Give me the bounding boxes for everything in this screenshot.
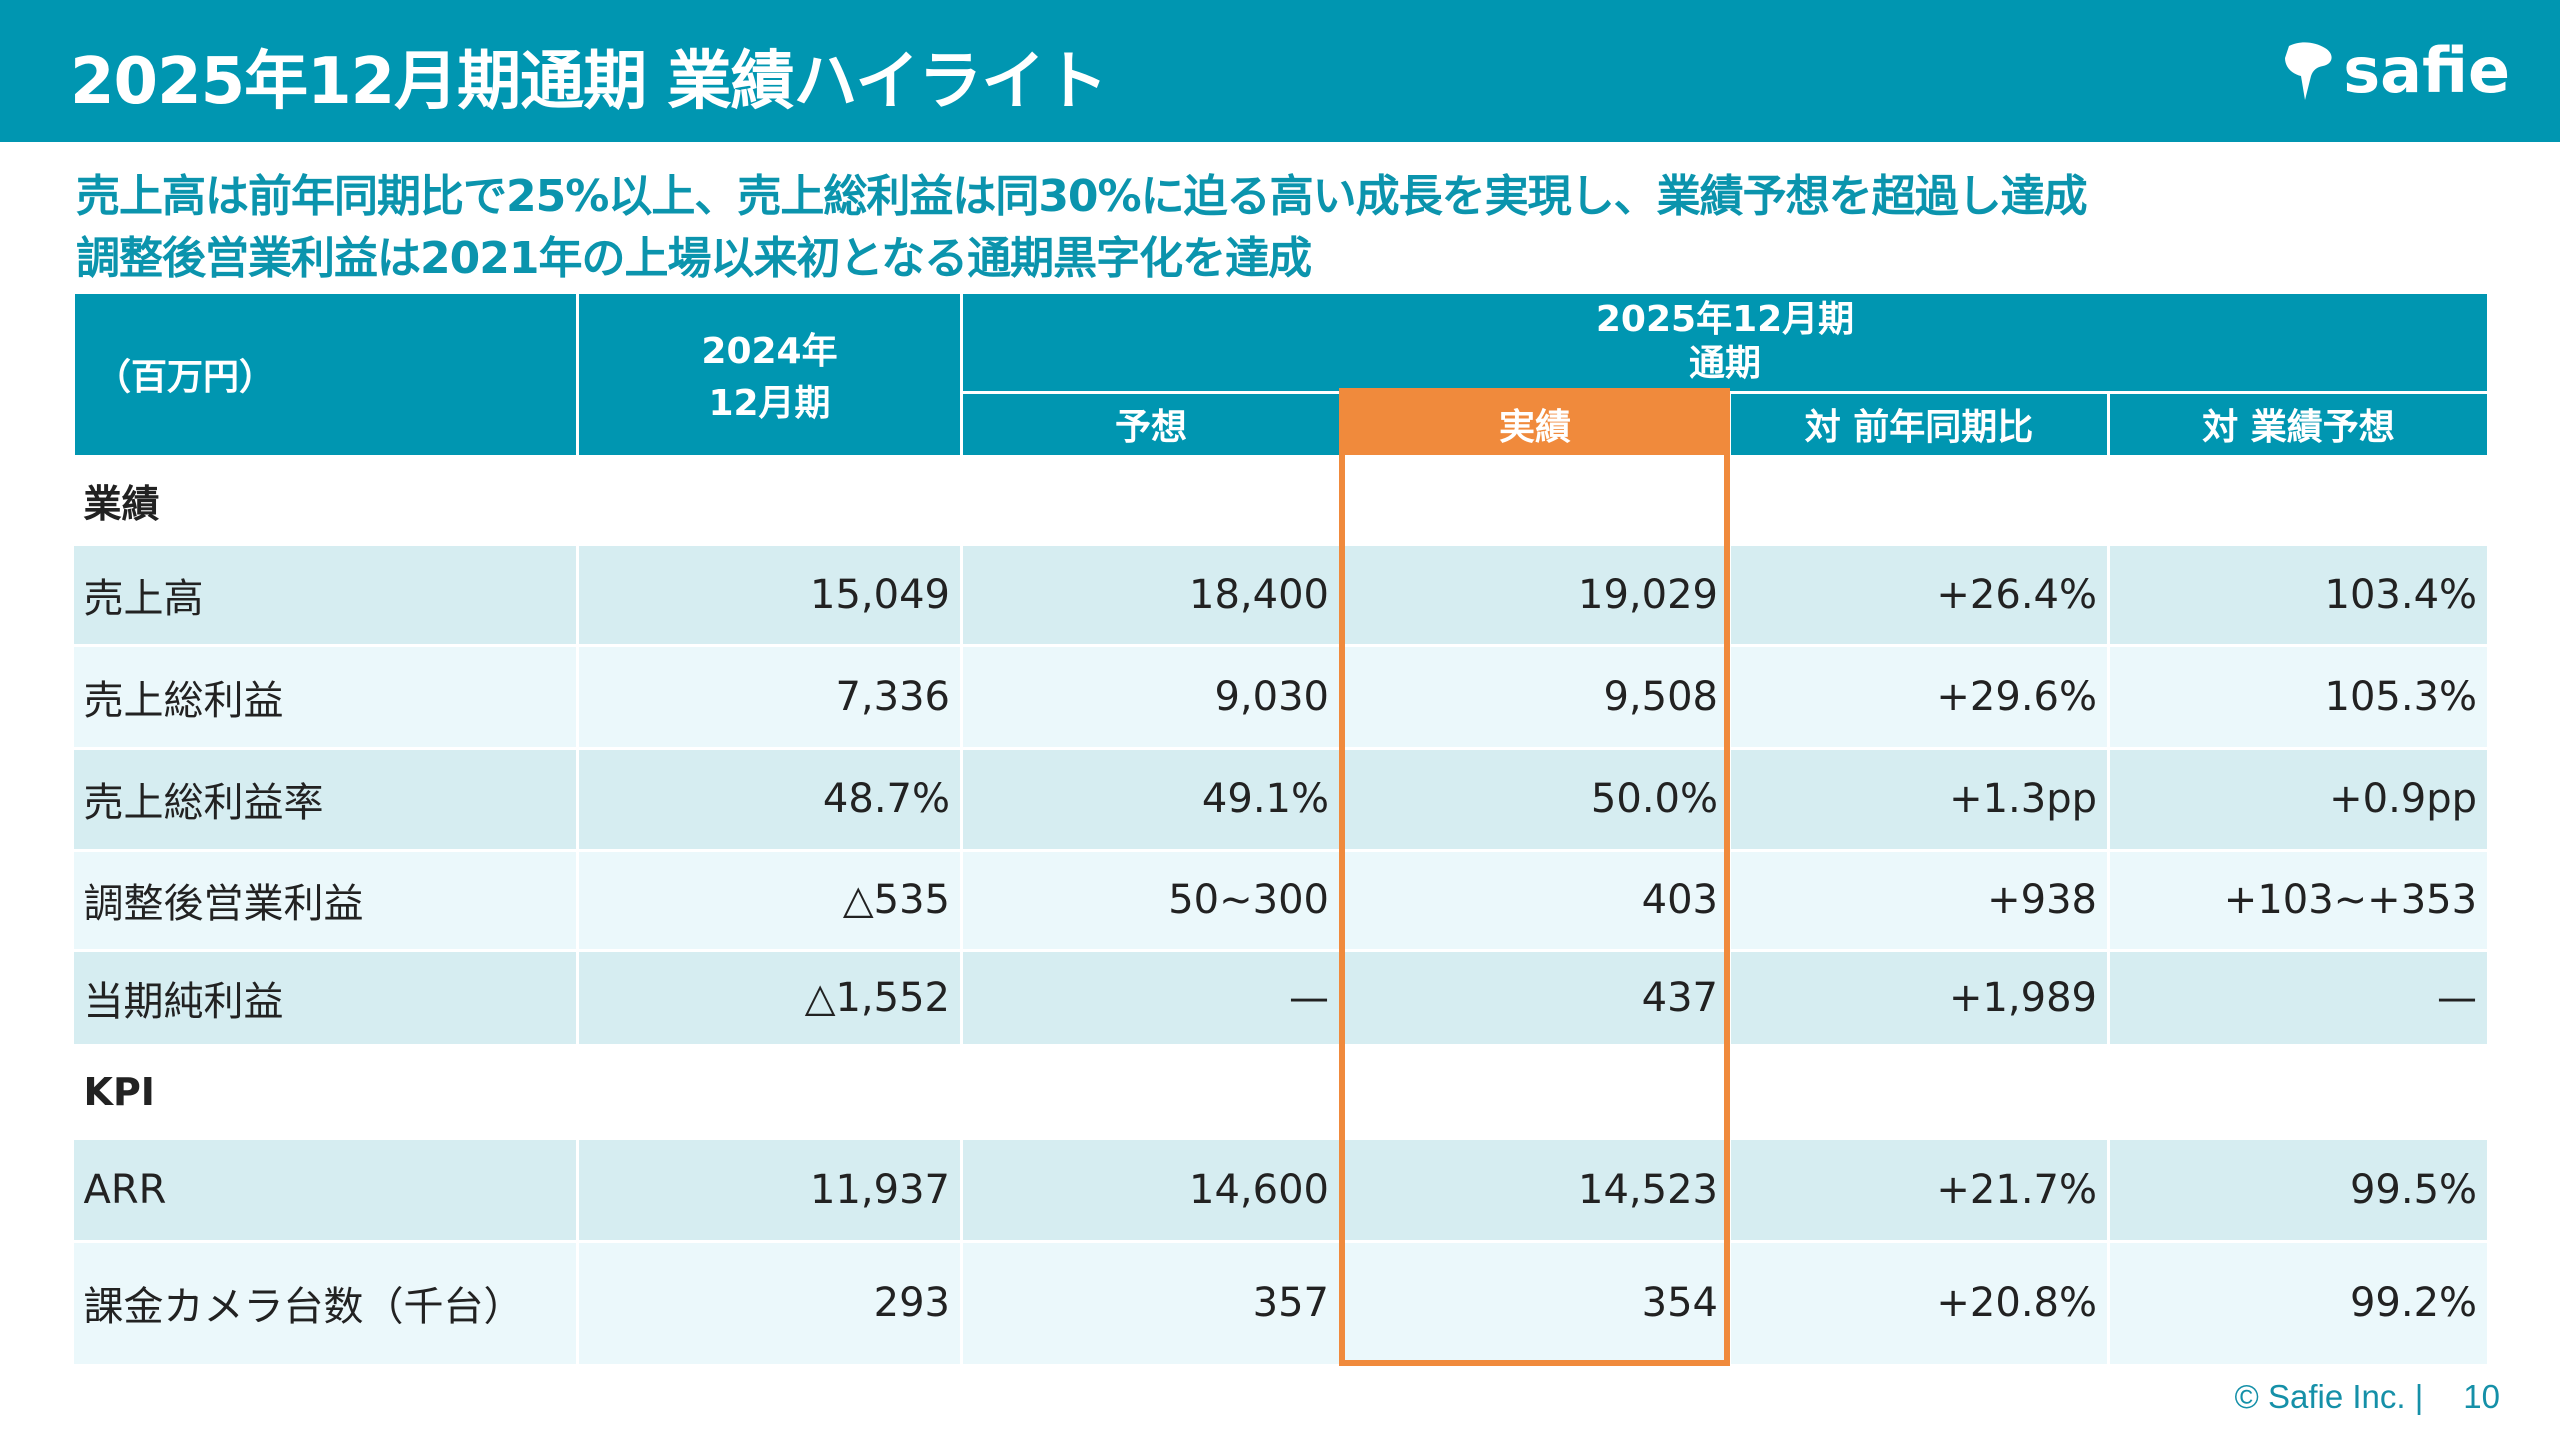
table-row: 当期純利益 △1,552—437 +1,989— — [73, 950, 2491, 1047]
logo-text: safie — [2343, 34, 2510, 107]
table-cell: +1.3pp — [1729, 748, 2110, 852]
table-cell: 437 — [1340, 950, 1731, 1047]
section-title: 業績 — [73, 456, 2491, 546]
unit-header: （百万円） — [72, 294, 579, 458]
table-row: 課金カメラ台数（千台） 293 357 354 +20.8% 99.2% — [73, 1241, 2491, 1367]
table-cell: 7,336 — [577, 645, 963, 750]
table-row: 売上高 15,049 18,400 19,029 +26.4% 103.4% — [73, 544, 2491, 647]
table-cell: 19,029 — [1340, 544, 1731, 647]
row-label: 当期純利益 — [73, 950, 579, 1047]
table-row: 調整後営業利益 △535 50~300 403 +938 +103~+353 — [73, 850, 2491, 952]
table-cell: 15,049 — [577, 544, 963, 647]
table-cell: +0.9pp — [2108, 748, 2491, 852]
table-cell: +20.8% — [1729, 1241, 2110, 1367]
table-cell: 48.7% — [577, 748, 963, 852]
table-cell: — — [961, 950, 1342, 1047]
row-label: 売上総利益率 — [73, 748, 579, 852]
table-cell: 14,600 — [961, 1138, 1342, 1243]
table-cell: +26.4% — [1729, 544, 2110, 647]
copyright: © Safie Inc. | — [2234, 1378, 2424, 1415]
footer: © Safie Inc. | 10 — [2224, 1378, 2500, 1416]
table-cell: +103~+353 — [2108, 850, 2491, 952]
row-label: 課金カメラ台数（千台） — [73, 1241, 579, 1367]
row-label: ARR — [73, 1138, 579, 1243]
table-cell: 403 — [1340, 850, 1731, 952]
row-label: 売上総利益 — [73, 645, 579, 750]
col-actual: 実績 — [1339, 392, 1731, 458]
table-cell: 50~300 — [961, 850, 1342, 952]
table-cell: 49.1% — [961, 748, 1342, 852]
results-table: （百万円） 2024年 12月期 2025年12月期 通期 予想 実績 対 前年同期… — [72, 294, 2491, 1367]
prev-period-month: 12月期 — [708, 383, 831, 425]
section-row: KPI — [73, 1045, 2491, 1140]
current-period-type: 通期 — [1689, 343, 1762, 385]
col-forecast: 予想 — [960, 392, 1342, 458]
table-cell: 105.3% — [2108, 645, 2491, 750]
table-cell: △535 — [577, 850, 963, 952]
table-cell: 357 — [961, 1241, 1342, 1367]
page-number: 10 — [2463, 1378, 2500, 1415]
safie-logo: safie — [2281, 34, 2510, 107]
prev-period-year: 2024年 — [701, 331, 838, 373]
table-cell: △1,552 — [577, 950, 963, 1047]
table-cell: 9,030 — [961, 645, 1342, 750]
safie-logo-icon — [2285, 41, 2332, 100]
row-label: 調整後営業利益 — [73, 850, 579, 952]
header-bar: 2025年12月期通期 業績ハイライト safie — [0, 0, 2560, 142]
table-cell: +938 — [1729, 850, 2110, 952]
table-row: 売上総利益 7,336 9,030 9,508 +29.6% 105.3% — [73, 645, 2491, 750]
table-cell: 18,400 — [961, 544, 1342, 647]
col-yoy: 対 前年同期比 — [1728, 392, 2110, 458]
table-cell: 354 — [1340, 1241, 1731, 1367]
table-cell: +29.6% — [1729, 645, 2110, 750]
table-cell: 99.5% — [2108, 1138, 2491, 1243]
table-cell: 50.0% — [1340, 748, 1731, 852]
section-row: 業績 — [73, 456, 2491, 546]
page-title: 2025年12月期通期 業績ハイライト — [70, 45, 1108, 119]
current-period-header: 2025年12月期 通期 — [959, 294, 2491, 394]
table-cell: — — [2108, 950, 2491, 1047]
col-vs-forecast: 対 業績予想 — [2106, 392, 2491, 458]
table-cell: 14,523 — [1340, 1138, 1731, 1243]
table-cell: +1,989 — [1729, 950, 2110, 1047]
summary-line-1: 売上高は前年同期比で25%以上、売上総利益は同30%に迫る高い成長を実現し、業績… — [76, 171, 2088, 222]
table-cell: 99.2% — [2108, 1241, 2491, 1367]
current-period-year: 2025年12月期 — [1595, 299, 1855, 341]
table-cell: 9,508 — [1340, 645, 1731, 750]
prev-period-header: 2024年 12月期 — [576, 294, 963, 458]
section-title: KPI — [73, 1045, 2491, 1140]
table-cell: 293 — [577, 1241, 963, 1367]
table-cell: 103.4% — [2108, 544, 2491, 647]
table-row: ARR 11,937 14,600 14,523 +21.7% 99.5% — [73, 1138, 2491, 1243]
table-row: 売上総利益率 48.7% 49.1% 50.0% +1.3pp +0.9pp — [73, 748, 2491, 852]
summary-line-2: 調整後営業利益は2021年の上場以来初となる通期黒字化を達成 — [76, 233, 1312, 284]
table-cell: 11,937 — [577, 1138, 963, 1243]
table-cell: +21.7% — [1729, 1138, 2110, 1243]
row-label: 売上高 — [73, 544, 579, 647]
